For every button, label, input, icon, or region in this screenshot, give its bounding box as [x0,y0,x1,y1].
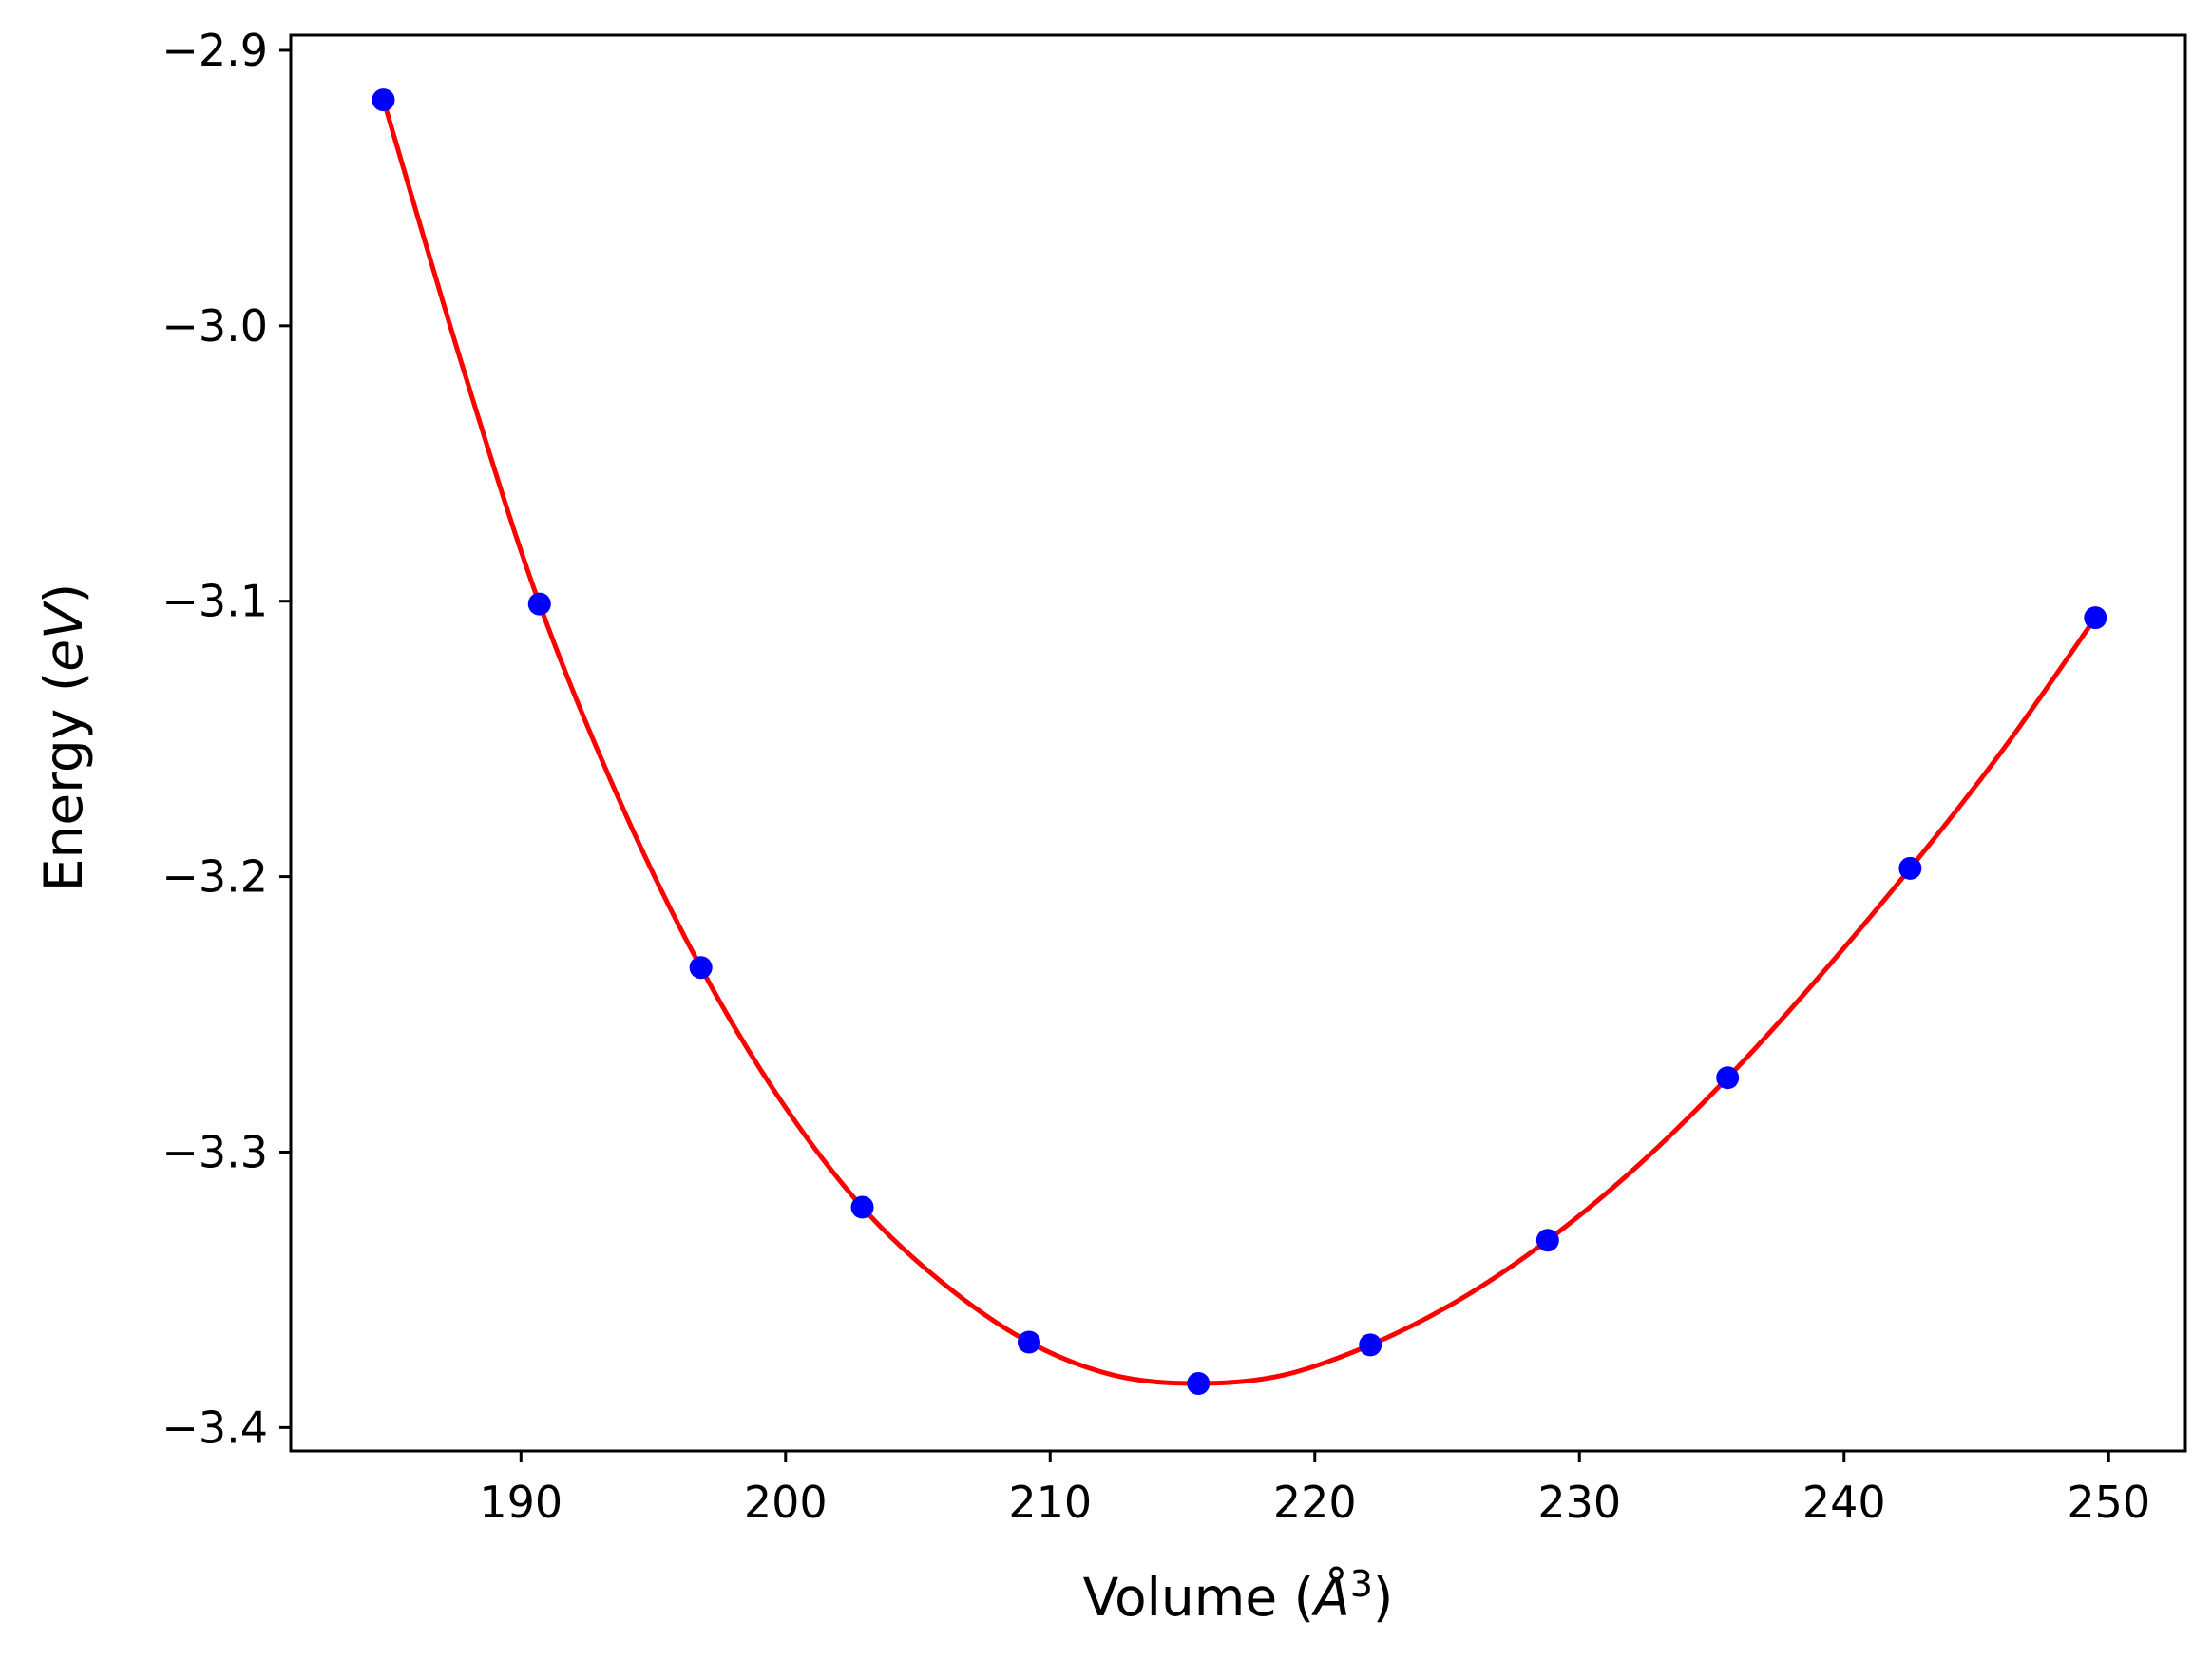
data-point [1535,1229,1559,1252]
data-point [1017,1330,1040,1354]
x-axis-ticks: 190 200 210 220 230 240 250 [479,1451,2150,1528]
x-tick-label: 240 [1802,1477,1886,1528]
data-points [372,88,2107,1395]
y-axis-label: Energy (eV) [33,583,94,891]
plot-area [291,35,2185,1451]
x-tick-label: 250 [2067,1477,2150,1528]
y-tick-label: −2.9 [162,25,268,76]
x-tick-label: 200 [744,1477,828,1528]
y-tick-label: −3.0 [162,300,268,352]
y-tick-label: −3.4 [162,1402,268,1453]
data-point [1359,1333,1382,1357]
fit-curve-line [381,99,2098,1386]
data-point [527,592,551,616]
y-tick-label: −3.3 [162,1126,268,1177]
x-tick-label: 190 [479,1477,563,1528]
x-tick-label: 230 [1537,1477,1621,1528]
data-point [1187,1371,1211,1395]
x-axis-label: Volume (Å3) [1083,1563,1394,1628]
y-tick-label: −3.2 [162,851,268,903]
data-point [689,956,713,980]
plot-frame [289,33,2187,1453]
data-point [372,88,395,112]
data-point [850,1195,874,1219]
x-tick-label: 220 [1273,1477,1357,1528]
data-point [1716,1066,1740,1090]
data-point [1898,856,1922,880]
x-tick-label: 210 [1008,1477,1092,1528]
data-point [2084,606,2107,630]
y-axis-ticks: −2.9 −3.0 −3.1 −3.2 −3.3 −3.4 [162,25,291,1453]
y-tick-label: −3.1 [162,576,268,627]
